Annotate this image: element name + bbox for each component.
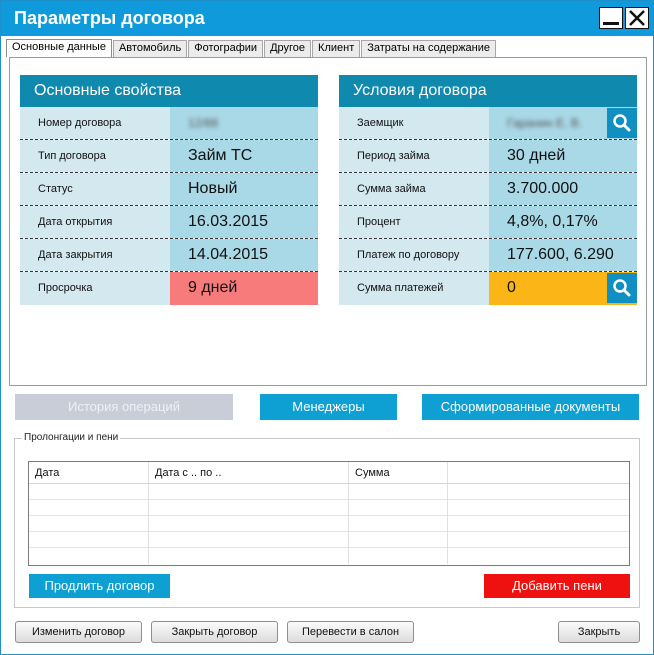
search-icon [613, 279, 631, 297]
status-row: Статус Новый [20, 173, 318, 206]
payments-search-button[interactable] [607, 273, 637, 303]
contract-type-row: Тип договора Займ ТС [20, 140, 318, 173]
table-header: Дата Дата с .. по .. Сумма [29, 462, 629, 484]
payments-total-text: 0 [507, 279, 516, 296]
edit-contract-button[interactable]: Изменить договор [15, 621, 142, 643]
contract-payment-value: 177.600, 6.290 [489, 239, 637, 271]
title-bar: Параметры договора [1, 1, 653, 36]
borrower-value: Гаранин Е. В. [489, 107, 637, 139]
tab-strip: Основные данные Автомобиль Фотографии Др… [6, 39, 497, 57]
close-window-button[interactable] [625, 7, 649, 29]
loan-period-value: 30 дней [489, 140, 637, 172]
basic-properties-card: Основные свойства Номер договора 12/88 Т… [20, 75, 318, 305]
table-row [29, 516, 629, 532]
tab-other[interactable]: Другое [264, 40, 312, 57]
status-value: Новый [170, 173, 318, 205]
borrower-text: Гаранин Е. В. [507, 116, 583, 130]
basic-data-panel: Основные свойства Номер договора 12/88 Т… [9, 57, 647, 386]
close-button[interactable]: Закрыть [558, 621, 640, 643]
column-header-date[interactable]: Дата [29, 462, 149, 483]
contract-payment-row: Платеж по договору 177.600, 6.290 [339, 239, 637, 272]
borrower-label: Заемщик [339, 107, 489, 139]
borrower-row: Заемщик Гаранин Е. В. [339, 107, 637, 140]
prolongations-table[interactable]: Дата Дата с .. по .. Сумма [28, 461, 630, 566]
interest-label: Процент [339, 206, 489, 238]
tab-car[interactable]: Автомобиль [112, 40, 188, 57]
payments-total-label: Сумма платежей [339, 272, 489, 305]
interest-value: 4,8%, 0,17% [489, 206, 637, 238]
loan-period-label: Период займа [339, 140, 489, 172]
overdue-value: 9 дней [170, 272, 318, 305]
column-header-empty [448, 462, 629, 483]
interest-row: Процент 4,8%, 0,17% [339, 206, 637, 239]
column-header-amount[interactable]: Сумма [349, 462, 448, 483]
close-contract-button[interactable]: Закрыть договор [151, 621, 278, 643]
tab-client[interactable]: Клиент [312, 40, 361, 57]
prolongations-title: Пролонгации и пени [22, 432, 121, 443]
minimize-button[interactable] [599, 7, 623, 29]
basic-properties-title: Основные свойства [20, 75, 318, 107]
table-row [29, 484, 629, 500]
contract-payment-label: Платеж по договору [339, 239, 489, 271]
close-date-row: Дата закрытия 14.04.2015 [20, 239, 318, 272]
open-date-label: Дата открытия [20, 206, 170, 238]
search-icon [613, 114, 631, 132]
payments-total-row: Сумма платежей 0 [339, 272, 637, 305]
table-row [29, 532, 629, 548]
loan-period-row: Период займа 30 дней [339, 140, 637, 173]
overdue-row: Просрочка 9 дней [20, 272, 318, 305]
tab-maintenance-costs[interactable]: Затраты на содержание [361, 40, 497, 57]
table-row [29, 548, 629, 564]
close-icon [629, 10, 645, 26]
status-label: Статус [20, 173, 170, 205]
close-date-value: 14.04.2015 [170, 239, 318, 271]
window-title: Параметры договора [14, 8, 205, 28]
contract-number-label: Номер договора [20, 107, 170, 139]
loan-amount-row: Сумма займа 3.700.000 [339, 173, 637, 206]
contract-number-value: 12/88 [170, 107, 318, 139]
extend-contract-button[interactable]: Продлить договор [29, 574, 170, 598]
open-date-value: 16.03.2015 [170, 206, 318, 238]
operations-history-button[interactable]: История операций [15, 394, 233, 420]
generated-documents-button[interactable]: Сформированные документы [422, 394, 639, 420]
open-date-row: Дата открытия 16.03.2015 [20, 206, 318, 239]
contract-number-text: 12/88 [188, 116, 219, 130]
column-header-period[interactable]: Дата с .. по .. [149, 462, 349, 483]
overdue-label: Просрочка [20, 272, 170, 305]
table-row [29, 500, 629, 516]
contract-number-row: Номер договора 12/88 [20, 107, 318, 140]
close-date-label: Дата закрытия [20, 239, 170, 271]
tab-photos[interactable]: Фотографии [188, 40, 264, 57]
contract-type-value: Займ ТС [170, 140, 318, 172]
tab-basic-data[interactable]: Основные данные [6, 39, 112, 57]
transfer-to-salon-button[interactable]: Перевести в салон [287, 621, 414, 643]
borrower-search-button[interactable] [607, 108, 637, 138]
loan-amount-label: Сумма займа [339, 173, 489, 205]
contract-terms-title: Условия договора [339, 75, 637, 107]
prolongations-group: Пролонгации и пени Дата Дата с .. по .. … [14, 432, 640, 608]
contract-terms-card: Условия договора Заемщик Гаранин Е. В. П… [339, 75, 637, 305]
payments-total-value: 0 [489, 272, 637, 305]
contract-type-label: Тип договора [20, 140, 170, 172]
add-penalty-button[interactable]: Добавить пени [484, 574, 630, 598]
managers-button[interactable]: Менеджеры [260, 394, 397, 420]
loan-amount-value: 3.700.000 [489, 173, 637, 205]
